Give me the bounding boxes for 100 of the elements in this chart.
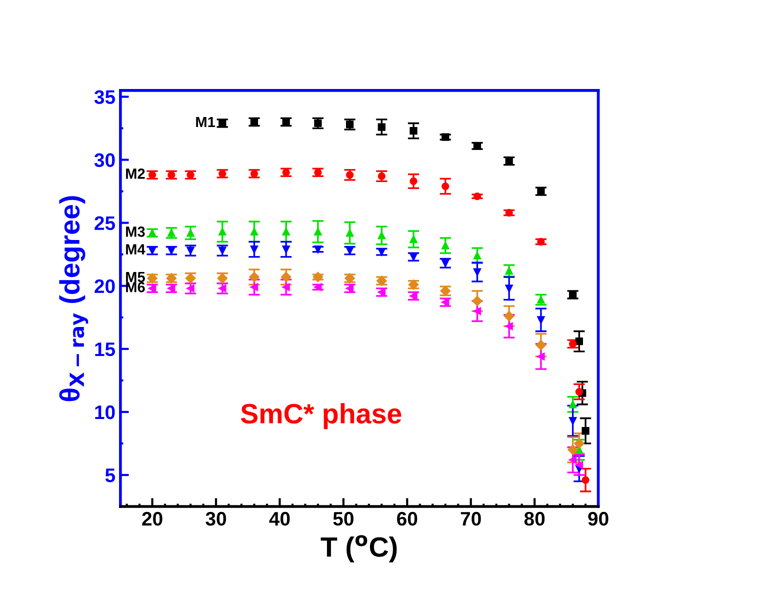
point: [442, 259, 450, 267]
point: [442, 242, 450, 250]
point: [314, 283, 322, 291]
point: [582, 427, 590, 435]
point: [168, 246, 176, 254]
point: [282, 168, 290, 176]
y-tick-label: 20: [94, 279, 115, 294]
point: [537, 238, 545, 246]
point: [378, 123, 386, 131]
point: [537, 187, 545, 196]
point: [410, 292, 418, 300]
point: [505, 157, 513, 165]
x-tick-label: 90: [588, 512, 608, 526]
point: [410, 235, 418, 244]
point: [442, 298, 450, 306]
point: [472, 296, 482, 306]
point: [473, 268, 482, 276]
point: [186, 246, 194, 254]
point: [168, 284, 176, 292]
point: [346, 284, 354, 292]
point: [148, 246, 156, 254]
point: [473, 252, 482, 260]
point: [505, 284, 513, 292]
point: [442, 133, 450, 141]
point: [378, 232, 386, 240]
point: [568, 400, 577, 408]
point: [568, 444, 578, 455]
x-axis-title: T ($^{o}$C): [320, 535, 397, 562]
series-label: M6: [126, 282, 145, 292]
point: [282, 228, 290, 236]
point: [505, 208, 513, 217]
x-tick-label: 20: [142, 512, 162, 526]
point: [568, 340, 577, 348]
series-label: M2: [126, 168, 145, 179]
point: [218, 170, 226, 178]
point: [168, 171, 176, 179]
point: [346, 171, 354, 179]
point: [249, 272, 260, 282]
x-tick-label: 60: [397, 512, 418, 526]
point: [282, 283, 290, 291]
point: [314, 119, 322, 128]
point: [250, 228, 258, 236]
point: [568, 456, 577, 464]
point: [280, 272, 292, 282]
x-tick-label: 70: [460, 512, 481, 526]
point: [314, 168, 322, 176]
point: [282, 245, 290, 254]
point: [575, 388, 583, 396]
point: [575, 338, 583, 346]
y-axis-title: θ$_{X−ray}$ (degree): [59, 196, 88, 402]
point: [505, 266, 513, 275]
point: [568, 416, 577, 425]
point: [250, 283, 258, 291]
point: [218, 119, 226, 128]
series-label: M3: [126, 226, 145, 237]
y-tick-label: 35: [94, 90, 116, 104]
series-label: M5: [126, 272, 145, 282]
x-tick-label: 50: [333, 512, 354, 526]
x-tick-label: 30: [206, 512, 226, 526]
point: [473, 192, 482, 200]
point: [186, 284, 194, 292]
point: [250, 245, 258, 254]
x-tick-label: 80: [524, 512, 545, 526]
y-tick-label: 15: [95, 342, 116, 356]
point: [568, 290, 577, 299]
point: [250, 170, 258, 178]
point: [314, 228, 322, 236]
point: [218, 228, 226, 236]
point: [537, 316, 545, 324]
point: [537, 352, 545, 360]
point: [282, 118, 290, 126]
point: [473, 307, 482, 315]
y-tick-label: 25: [94, 216, 116, 230]
point: [148, 171, 156, 179]
point: [312, 272, 324, 282]
point: [148, 284, 156, 292]
point: [537, 296, 545, 304]
point: [218, 246, 226, 254]
point: [346, 246, 354, 254]
point: [505, 322, 513, 330]
annotation: SmC* phase: [240, 403, 402, 430]
point: [378, 288, 386, 296]
point: [410, 177, 418, 186]
y-tick-label: 10: [95, 405, 115, 420]
y-tick-label: 30: [94, 153, 115, 168]
point: [504, 311, 514, 322]
point: [378, 172, 386, 180]
series-label: M4: [126, 244, 146, 254]
point: [186, 229, 194, 237]
point: [582, 476, 590, 484]
point: [410, 126, 418, 135]
point: [186, 171, 194, 179]
point: [536, 340, 546, 350]
point: [346, 120, 354, 128]
point: [218, 284, 226, 292]
point: [442, 182, 450, 190]
y-tick-label: 5: [105, 468, 116, 482]
point: [168, 229, 176, 237]
point: [148, 229, 156, 237]
point: [410, 253, 418, 261]
